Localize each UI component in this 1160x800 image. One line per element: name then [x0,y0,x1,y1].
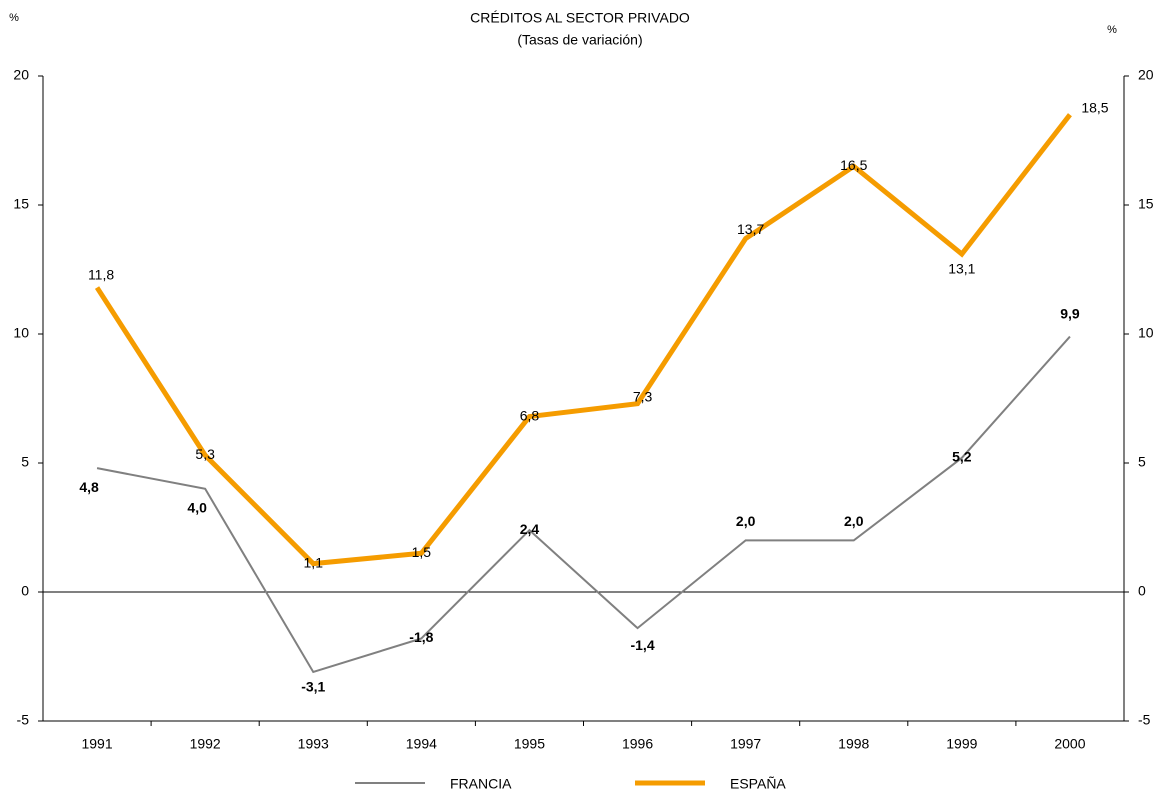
series-line [96,335,1071,674]
y2-tick-label: 15 [1138,196,1154,212]
chart-title: CRÉDITOS AL SECTOR PRIVADO [470,10,690,26]
data-label: 5,3 [195,446,215,462]
series-line [94,113,1072,567]
y-tick-label: 15 [13,196,29,212]
y2-tick-label: 0 [1138,583,1146,599]
legend-label: ESPAÑA [730,776,786,792]
data-label: 16,5 [840,157,867,173]
y-tick-label: 10 [13,325,29,341]
y2-tick-label: -5 [1138,712,1151,728]
data-label: 7,3 [633,388,653,404]
data-label: 2,0 [844,513,864,529]
x-tick-label: 1994 [406,736,437,752]
x-tick-label: 1992 [190,736,221,752]
data-label: -1,4 [630,637,654,653]
x-tick-label: 1997 [730,736,761,752]
y2-tick-label: 5 [1138,454,1146,470]
y2-tick-label: 10 [1138,325,1154,341]
data-label: 4,8 [79,479,99,495]
y2-axis-label: % [1107,24,1117,36]
data-label: -1,8 [409,629,433,645]
data-label: 13,1 [948,261,975,277]
data-label: 18,5 [1081,99,1108,115]
data-label: 2,4 [520,521,540,537]
data-label: 11,8 [88,266,114,282]
x-tick-label: 1996 [622,736,653,752]
data-label: 9,9 [1060,305,1080,321]
x-tick-label: 1995 [514,736,545,752]
chart-subtitle: (Tasas de variación) [517,32,642,48]
data-label: 2,0 [736,513,756,529]
x-tick-label: 1993 [298,736,329,752]
x-tick-label: 1999 [946,736,977,752]
data-label: 4,0 [187,500,207,516]
x-tick-label: 1998 [838,736,869,752]
data-label: -3,1 [301,679,325,695]
data-label: 6,8 [520,407,540,423]
x-tick-label: 1991 [81,736,112,752]
y-tick-label: 20 [13,67,29,83]
y-axis-label: % [9,12,19,24]
data-label: 1,5 [412,544,432,560]
data-label: 1,1 [304,554,324,570]
y2-tick-label: 20 [1138,67,1154,83]
y-tick-label: 0 [21,583,29,599]
x-tick-label: 2000 [1054,736,1085,752]
y-tick-label: -5 [17,712,30,728]
data-label: 5,2 [952,449,972,465]
legend-label: FRANCIA [450,776,512,792]
y-tick-label: 5 [21,454,29,470]
data-label: 13,7 [737,221,764,237]
